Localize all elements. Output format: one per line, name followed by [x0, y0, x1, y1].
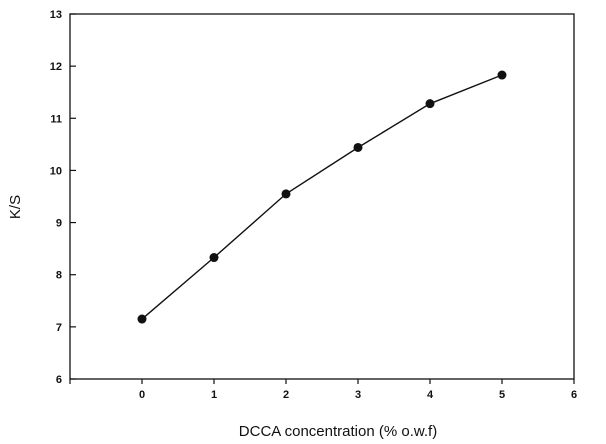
y-tick-label: 10 [50, 165, 62, 177]
x-tick-label: 5 [499, 389, 505, 401]
y-axis-title-group: K/S [7, 195, 24, 219]
x-tick-label: 2 [283, 389, 289, 401]
y-tick-label: 12 [50, 61, 62, 73]
y-tick-label: 6 [56, 374, 62, 386]
x-tick-label: 4 [427, 389, 434, 401]
x-tick-label: 6 [571, 389, 577, 401]
data-point [497, 70, 507, 80]
y-tick-label: 7 [56, 322, 62, 334]
data-point [137, 314, 147, 324]
data-point [425, 99, 435, 109]
series-line [141, 74, 503, 320]
data-point [353, 142, 363, 152]
data-point [281, 189, 291, 199]
plot-frame [69, 13, 575, 380]
x-tick-label: 3 [355, 389, 361, 401]
y-axis-title: K/S [7, 195, 24, 219]
data-point [209, 253, 219, 263]
y-tick-label: 8 [56, 270, 62, 282]
y-tick-label: 11 [50, 113, 62, 125]
x-tick-label: 0 [139, 389, 145, 401]
x-tick-label: 1 [211, 389, 217, 401]
x-axis-title: DCCA concentration (% o.w.f) [239, 423, 437, 440]
y-tick-label: 9 [56, 218, 62, 230]
y-tick-label: 13 [50, 9, 62, 21]
